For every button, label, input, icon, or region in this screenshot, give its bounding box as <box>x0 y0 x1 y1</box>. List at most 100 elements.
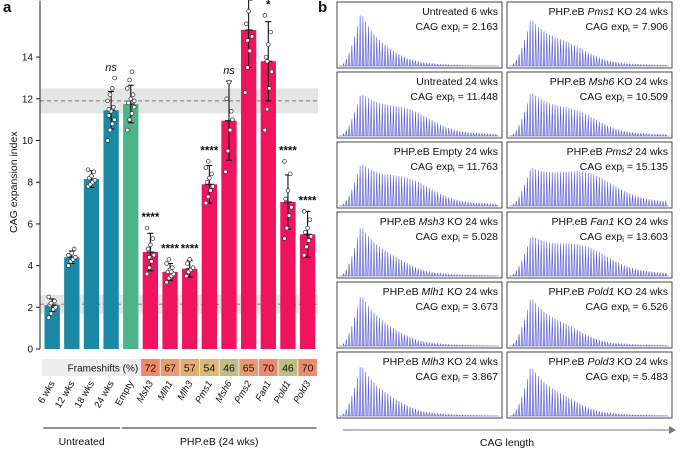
histogram-title: PHP.eB Msh6 KO 24 wks <box>550 76 668 88</box>
group-label: PHP.eB (24 wks) <box>180 436 259 448</box>
significance-label: ns <box>105 62 117 74</box>
data-point <box>306 238 311 243</box>
x-tick-label: 24 wks <box>92 379 116 410</box>
histogram-metric: CAG expi = 13.603 <box>580 231 669 244</box>
frameshift-value: 57 <box>184 363 196 375</box>
metric-value: = 11.448 <box>455 91 498 103</box>
frameshift-value: 65 <box>243 363 255 375</box>
histogram-plot-7: PHP.eB Msh3 KO 24 wks CAG expi = 5.028 <box>336 211 503 279</box>
x-tick-label: Msh3 <box>135 378 156 404</box>
metric-label: CAG exp <box>580 161 623 173</box>
data-point <box>170 265 175 270</box>
y-tick-label: 6 <box>27 219 33 230</box>
histogram-title-suffix: 24 wks <box>632 146 668 158</box>
data-point <box>148 242 153 248</box>
data-point <box>53 305 58 310</box>
histogram-plot-2: PHP.eB Pms1 KO 24 wks CAG expi = 7.906 <box>506 1 673 69</box>
frameshift-value: 70 <box>262 363 274 375</box>
data-point <box>69 250 75 256</box>
data-point <box>91 169 97 175</box>
metric-value: = 15.135 <box>624 161 668 173</box>
histogram-title-prefix: PHP.eB <box>383 286 422 298</box>
data-point <box>111 104 116 110</box>
histogram-plot-6: PHP.eB Pms2 24 wks CAG expi = 15.135 <box>506 141 673 209</box>
data-point <box>147 265 152 270</box>
y-tick-label: 0 <box>27 345 33 356</box>
data-point <box>89 173 94 179</box>
data-point <box>190 265 196 270</box>
significance-label: **** <box>181 243 199 255</box>
data-point <box>105 98 110 104</box>
data-point <box>208 188 213 193</box>
metric-subscript: i <box>628 375 630 384</box>
y-tick-label: 2 <box>27 303 33 314</box>
histogram-plot-8: PHP.eB Fan1 KO 24 wks CAG expi = 13.603 <box>506 211 673 279</box>
metric-label: CAG exp <box>415 21 458 33</box>
frameshift-cell <box>219 359 239 376</box>
data-point <box>71 246 77 252</box>
histogram-title-prefix: Untreated 24 wks <box>416 76 498 88</box>
histogram-title: PHP.eB Pms2 24 wks <box>567 146 668 158</box>
data-point <box>166 257 172 262</box>
histogram-frame <box>506 351 673 419</box>
metric-label: CAG exp <box>410 161 453 173</box>
histogram-title: PHP.eB Mlh3 KO 24 wks <box>383 356 498 368</box>
histogram-title-gene: Pms1 <box>587 6 614 18</box>
histogram-frame <box>506 1 673 69</box>
data-point <box>128 96 134 102</box>
histogram-plot-12: PHP.eB Pold3 KO 24 wks CAG expi = 5.483 <box>506 351 673 419</box>
y-tick-label: 14 <box>22 53 34 64</box>
histogram-title: PHP.eB Fan1 KO 24 wks <box>551 216 668 228</box>
histogram-title-suffix: KO 24 wks <box>614 216 668 228</box>
histogram-metric: CAG expi = 3.673 <box>415 301 498 314</box>
data-point <box>303 229 308 235</box>
histogram-trace <box>509 236 669 277</box>
x-tick-label: Pms2 <box>233 378 255 405</box>
histogram-metric: CAG expi = 5.028 <box>415 231 498 244</box>
data-point <box>131 98 137 104</box>
histogram-frame <box>336 281 503 349</box>
data-point <box>187 257 192 262</box>
data-point <box>245 38 250 43</box>
histogram-frame <box>336 1 503 69</box>
histogram-title-gene: Pms2 <box>606 146 633 158</box>
histogram-title-suffix: KO 24 wks <box>444 286 498 298</box>
histogram-metric: CAG expi = 15.135 <box>580 161 669 174</box>
histogram-metric: CAG expi = 7.906 <box>585 21 668 34</box>
histogram-plot-5: PHP.eB Empty 24 wks CAG expi = 11.763 <box>336 141 503 209</box>
data-point <box>226 79 232 85</box>
data-point <box>105 138 110 143</box>
data-point <box>164 261 169 266</box>
data-point <box>205 159 211 164</box>
data-point <box>308 234 314 239</box>
bar-fan1 <box>260 61 276 350</box>
histogram-trace <box>339 367 499 417</box>
metric-label: CAG exp <box>580 91 623 103</box>
histogram-title-prefix: PHP.eB <box>550 76 589 88</box>
metric-value: = 5.483 <box>630 371 668 383</box>
data-point <box>286 213 292 218</box>
histogram-title-gene: Msh6 <box>589 76 615 88</box>
metric-subscript: i <box>458 25 460 34</box>
data-point <box>107 92 113 97</box>
x-axis-label: CAG length <box>480 437 534 449</box>
histogram-title: Untreated 24 wks <box>416 76 498 88</box>
metric-subscript: i <box>622 235 624 244</box>
histogram-title: PHP.eB Pold3 KO 24 wks <box>549 356 668 368</box>
frameshift-cell <box>278 359 298 376</box>
data-point <box>301 252 307 258</box>
data-point <box>127 117 132 122</box>
data-point <box>287 171 293 177</box>
data-point <box>267 86 272 91</box>
frameshift-value: 70 <box>302 363 314 375</box>
histogram-plot-3: Untreated 24 wks CAG expi = 11.448 <box>336 71 503 139</box>
histogram-metric: CAG expi = 11.448 <box>410 91 498 104</box>
histogram-frame <box>336 351 503 419</box>
data-point <box>145 246 151 252</box>
metric-label: CAG exp <box>585 301 628 313</box>
x-tick-label: Pold3 <box>292 378 314 405</box>
data-point <box>149 259 154 264</box>
data-point <box>266 42 271 47</box>
data-point <box>304 244 309 250</box>
data-point <box>85 167 91 172</box>
